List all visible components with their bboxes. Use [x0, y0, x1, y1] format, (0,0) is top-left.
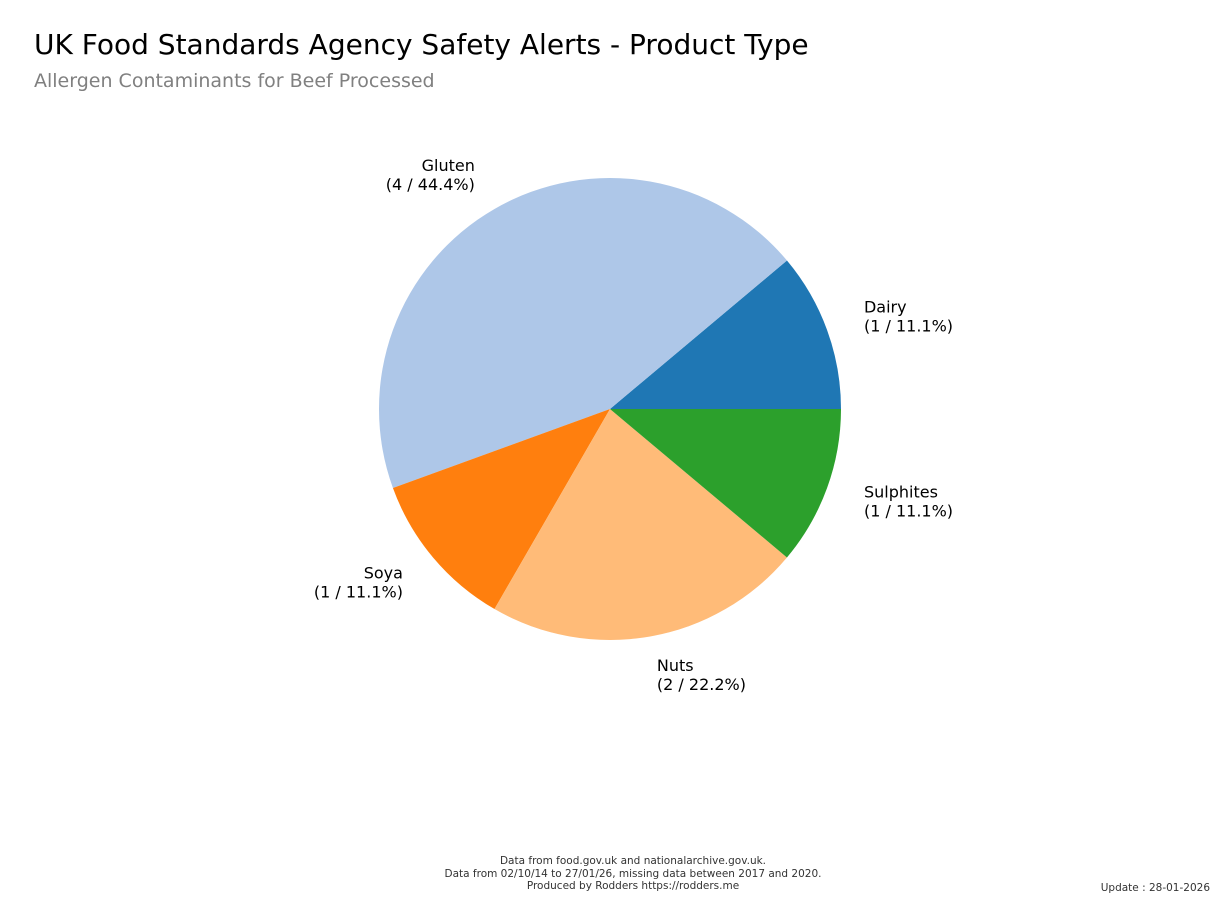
pie-label-value: (4 / 44.4%) [386, 175, 475, 194]
chart-subtitle: Allergen Contaminants for Beef Processed [34, 70, 435, 92]
pie-label-value: (2 / 22.2%) [657, 675, 746, 694]
chart-title: UK Food Standards Agency Safety Alerts -… [34, 28, 809, 61]
pie-label-dairy: Dairy (1 / 11.1%) [864, 298, 953, 336]
pie-label-soya: Soya (1 / 11.1%) [314, 564, 403, 602]
pie-slices [378, 177, 841, 640]
footer-date-range: Data from 02/10/14 to 27/01/26, missing … [444, 867, 822, 880]
pie-label-sulphites: Sulphites (1 / 11.1%) [864, 482, 953, 520]
footer-credit: Produced by Rodders https://rodders.me [526, 880, 740, 892]
pie-labels: Dairy (1 / 11.1%)Gluten (4 / 44.4%)Soya (1 … [314, 156, 953, 694]
pie-label-gluten: Gluten (4 / 44.4%) [386, 156, 475, 194]
chart-footer: Data from food.gov.uk and nationalarchiv… [0, 855, 1220, 893]
footer-source: Data from food.gov.uk and nationalarchiv… [499, 855, 767, 867]
pie-slice-soya [392, 409, 610, 610]
pie-label-name: Sulphites [864, 482, 938, 501]
pie-slice-gluten [378, 177, 787, 489]
pie-label-nuts: Nuts (2 / 22.2%) [657, 656, 746, 694]
update-date: Update : 28-01-2026 [1100, 882, 1210, 894]
pie-slice-sulphites [610, 409, 841, 558]
pie-slice-nuts [494, 409, 787, 640]
pie-label-value: (1 / 11.1%) [314, 583, 403, 602]
pie-label-name: Nuts [657, 656, 694, 675]
pie-label-name: Dairy [864, 298, 907, 317]
pie-label-name: Soya [364, 564, 403, 583]
pie-label-value: (1 / 11.1%) [864, 501, 953, 520]
pie-label-name: Gluten [422, 156, 475, 175]
pie-label-value: (1 / 11.1%) [864, 317, 953, 336]
pie-slice-dairy [610, 260, 841, 409]
